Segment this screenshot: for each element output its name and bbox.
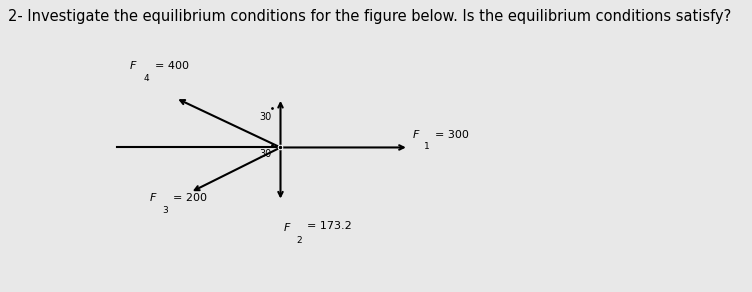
Text: $F$: $F$ (129, 59, 138, 71)
Text: = 200: = 200 (173, 192, 207, 203)
Text: 1: 1 (424, 142, 430, 151)
Text: 2: 2 (296, 236, 302, 245)
Text: 30: 30 (259, 112, 272, 122)
Text: 3: 3 (162, 206, 168, 215)
Text: 2- Investigate the equilibrium conditions for the figure below. Is the equilibri: 2- Investigate the equilibrium condition… (8, 9, 731, 24)
Text: $F$: $F$ (284, 220, 292, 232)
Text: $F$: $F$ (411, 128, 420, 140)
Text: 30: 30 (259, 149, 272, 159)
Text: 4: 4 (144, 74, 149, 84)
Text: = 400: = 400 (155, 61, 190, 71)
Text: = 173.2: = 173.2 (307, 220, 351, 230)
Text: = 300: = 300 (435, 130, 468, 140)
Text: $F$: $F$ (150, 191, 158, 203)
